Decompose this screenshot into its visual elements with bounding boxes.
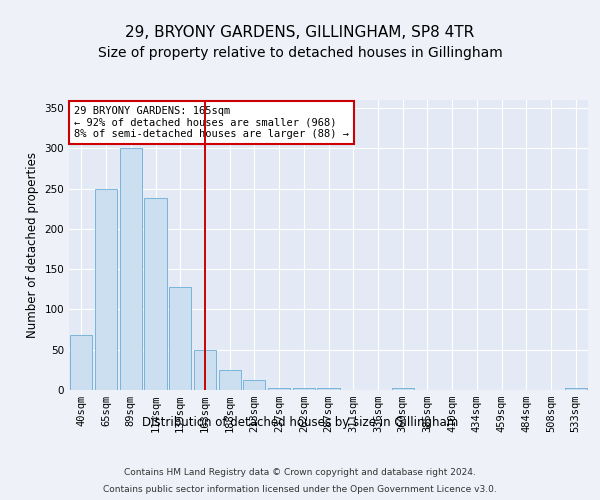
Bar	[145, 198, 167, 390]
Bar	[70, 335, 92, 390]
Bar	[243, 380, 265, 390]
Bar	[95, 188, 117, 390]
Bar	[194, 350, 216, 390]
Y-axis label: Number of detached properties: Number of detached properties	[26, 152, 39, 338]
Bar	[293, 388, 315, 390]
Text: 29, BRYONY GARDENS, GILLINGHAM, SP8 4TR: 29, BRYONY GARDENS, GILLINGHAM, SP8 4TR	[125, 25, 475, 40]
Bar	[218, 370, 241, 390]
Text: Size of property relative to detached houses in Gillingham: Size of property relative to detached ho…	[98, 46, 502, 60]
Bar	[317, 388, 340, 390]
Text: Contains public sector information licensed under the Open Government Licence v3: Contains public sector information licen…	[103, 484, 497, 494]
Bar	[119, 148, 142, 390]
Bar	[268, 388, 290, 390]
Bar	[565, 388, 587, 390]
Bar	[169, 287, 191, 390]
Text: 29 BRYONY GARDENS: 165sqm
← 92% of detached houses are smaller (968)
8% of semi-: 29 BRYONY GARDENS: 165sqm ← 92% of detac…	[74, 106, 349, 139]
Text: Contains HM Land Registry data © Crown copyright and database right 2024.: Contains HM Land Registry data © Crown c…	[124, 468, 476, 477]
Bar	[392, 388, 414, 390]
Text: Distribution of detached houses by size in Gillingham: Distribution of detached houses by size …	[142, 416, 458, 429]
